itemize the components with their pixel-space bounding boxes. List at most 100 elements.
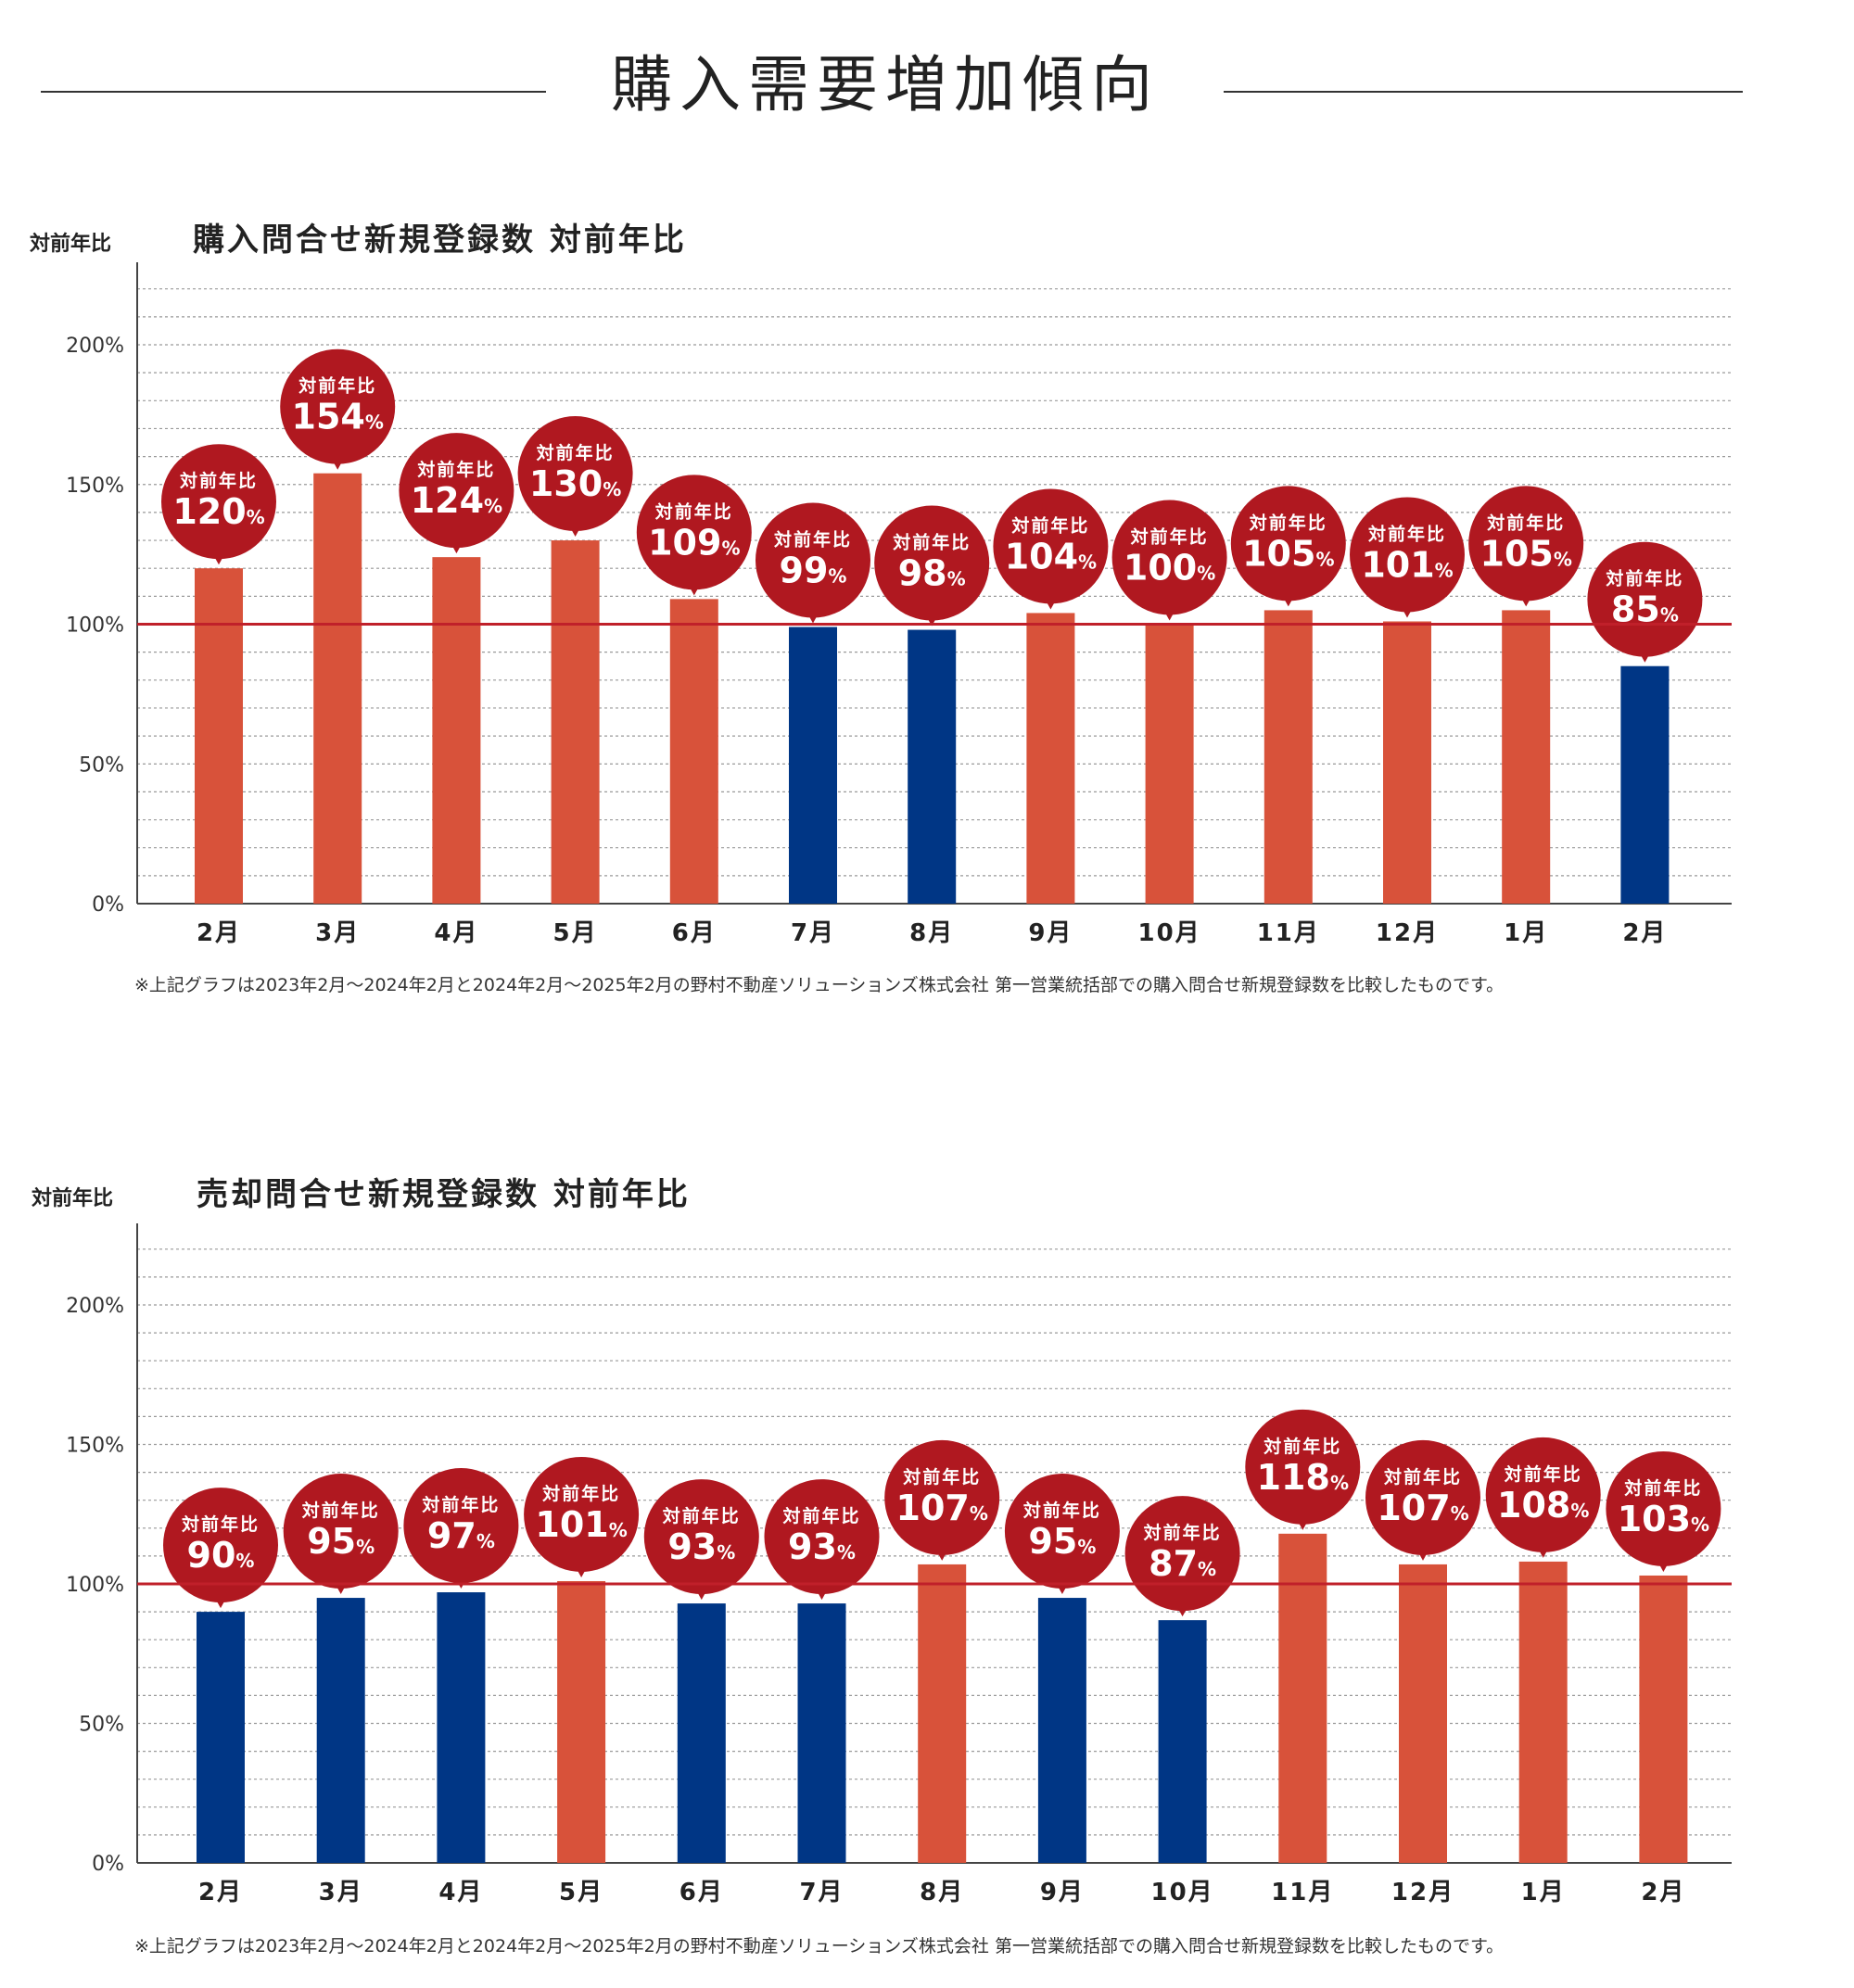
bar [197, 1612, 245, 1863]
callout-bubble [1365, 1439, 1480, 1555]
x-tick-label: 5月 [559, 1879, 603, 1906]
data-label-unit: % [476, 1530, 495, 1552]
data-label-value: 90 [187, 1535, 236, 1576]
callout-caption: 対前年比 [181, 1513, 260, 1535]
data-label: 97% [427, 1515, 495, 1556]
y-tick-label: 50% [79, 1714, 124, 1737]
callout-caption: 対前年比 [1263, 1436, 1341, 1457]
data-label-unit: % [1078, 551, 1097, 573]
bar [1145, 624, 1194, 904]
callout-caption: 対前年比 [892, 532, 971, 553]
data-label-unit: % [1570, 1500, 1589, 1522]
data-label: 95% [307, 1521, 375, 1562]
data-label: 154% [292, 397, 384, 437]
x-tick-label: 8月 [920, 1879, 964, 1906]
data-label-value: 98 [898, 553, 947, 594]
y-tick-label: 0% [92, 893, 124, 917]
data-label-value: 107 [896, 1488, 970, 1528]
data-label-value: 108 [1497, 1485, 1570, 1526]
data-label-unit: % [1077, 1536, 1096, 1558]
callout-bubble [1468, 486, 1584, 601]
data-label-unit: % [609, 1519, 628, 1541]
callout-bubble [1111, 500, 1227, 615]
x-tick-label: 7月 [799, 1879, 844, 1906]
x-tick-label: 2月 [1641, 1879, 1685, 1906]
callout-caption: 対前年比 [1249, 512, 1327, 533]
data-label: 108% [1497, 1485, 1589, 1526]
data-label-value: 130 [529, 463, 603, 504]
data-label-unit: % [970, 1502, 988, 1525]
x-tick-label: 5月 [553, 919, 598, 947]
x-tick-label: 9月 [1040, 1879, 1085, 1906]
data-label-value: 100 [1124, 548, 1197, 589]
bar [1399, 1564, 1447, 1863]
x-tick-label: 2月 [1622, 919, 1667, 947]
callout-bubble [280, 348, 396, 464]
data-label-value: 118 [1257, 1457, 1330, 1498]
x-tick-label: 6月 [672, 919, 717, 947]
sale-chart-note: ※上記グラフは2023年2月～2024年2月と2024年2月～2025年2月の野… [134, 1936, 1505, 1956]
callout-caption: 対前年比 [902, 1466, 981, 1488]
callout-caption: 対前年比 [662, 1505, 741, 1526]
data-label-value: 95 [307, 1521, 356, 1562]
y-tick-label: 50% [79, 753, 124, 777]
y-axis-label: 対前年比 [30, 232, 111, 256]
x-tick-label: 9月 [1028, 919, 1073, 947]
x-tick-label: 11月 [1257, 919, 1320, 947]
data-label-unit: % [603, 478, 621, 500]
data-label-value: 87 [1149, 1543, 1198, 1584]
data-label-value: 154 [292, 397, 365, 437]
y-tick-label: 150% [66, 475, 124, 498]
data-label-unit: % [721, 537, 740, 559]
callout-caption: 対前年比 [1010, 514, 1089, 536]
data-label-unit: % [947, 568, 966, 590]
data-label-unit: % [717, 1541, 735, 1564]
data-label: 101% [535, 1504, 627, 1545]
bar [557, 1580, 606, 1863]
callout-caption: 対前年比 [1623, 1477, 1702, 1499]
data-label: 90% [187, 1535, 255, 1576]
data-label-unit: % [837, 1541, 856, 1564]
callout-bubble [884, 1439, 1000, 1555]
y-tick-label: 100% [66, 1574, 124, 1597]
data-label: 109% [648, 522, 740, 563]
callout-bubble [403, 1468, 519, 1584]
callout-caption: 対前年比 [298, 375, 376, 397]
bar [1026, 613, 1075, 904]
callout-bubble [1004, 1474, 1120, 1589]
data-label-unit: % [1315, 548, 1334, 570]
data-label: 107% [1377, 1488, 1468, 1528]
page-heading: 購入需要増加傾向 [0, 19, 1780, 130]
callout-bubble [163, 1488, 278, 1603]
callout-caption: 対前年比 [301, 1500, 380, 1521]
data-label: 98% [898, 553, 966, 594]
bar [918, 1564, 967, 1863]
callout-bubble [283, 1474, 399, 1589]
bar [797, 1603, 846, 1863]
bar [1264, 610, 1313, 904]
data-label-value: 101 [535, 1504, 608, 1545]
data-label-value: 107 [1377, 1488, 1450, 1528]
bar [1639, 1575, 1688, 1863]
data-label-value: 95 [1028, 1521, 1077, 1562]
callout-caption: 対前年比 [781, 1505, 860, 1526]
x-tick-label: 3月 [319, 1879, 363, 1906]
bar [1278, 1533, 1327, 1863]
bar [551, 540, 600, 904]
y-tick-label: 100% [66, 614, 124, 638]
data-label: 95% [1028, 1521, 1096, 1562]
data-label: 100% [1124, 548, 1215, 589]
callout-bubble [1230, 486, 1346, 601]
bar [1502, 610, 1551, 904]
x-tick-label: 1月 [1521, 1879, 1566, 1906]
data-label-unit: % [1197, 563, 1215, 585]
data-label-unit: % [1691, 1513, 1709, 1536]
callout-caption: 対前年比 [1130, 526, 1209, 548]
data-label-unit: % [356, 1536, 375, 1558]
data-label-value: 93 [788, 1526, 837, 1567]
callout-bubble [1245, 1409, 1361, 1525]
data-label-value: 104 [1005, 536, 1078, 576]
data-label-unit: % [1198, 1558, 1216, 1580]
bar [1620, 665, 1670, 904]
